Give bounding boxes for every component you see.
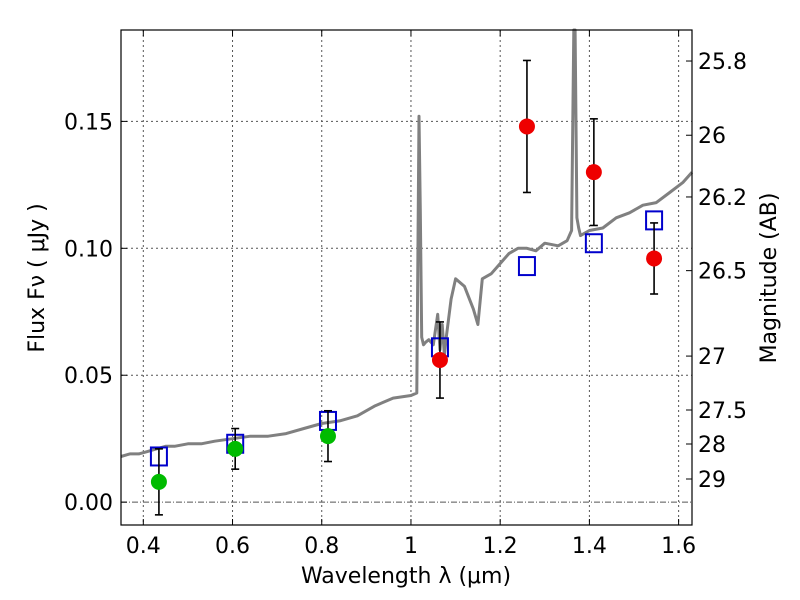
grid-lines [121,30,692,525]
x-tick-label: 0.6 [215,534,250,559]
axis-ticks: 0.4 0.6 0.8 1 1.2 1.4 1.6 0.00 0.05 0.10 0.15 25.8 2… [64,30,747,559]
y-tick-label: 0.15 [64,110,113,135]
y-axis-right-label: Magnitude (AB) [757,193,782,364]
y-tick-label: 0.10 [64,237,113,262]
y-tick-label: 0.00 [64,491,113,516]
data-point [431,352,448,368]
plot-background [121,30,692,525]
data-point [518,118,535,135]
x-tick-label: 1.4 [572,534,607,559]
data-point [319,428,336,445]
data-point [585,164,602,181]
data-point [227,440,244,457]
model-square [584,233,603,254]
right-tick-label: 26.2 [698,186,747,211]
y-axis-label: Flux Fν ( μJy ) [25,203,50,352]
x-tick-label: 1.2 [483,534,518,559]
y-tick-label: 0.05 [64,364,113,389]
data-point [150,473,167,490]
data-marks [149,59,664,516]
data-point [646,250,663,267]
right-tick-label: 28 [698,433,726,458]
right-tick-label: 27.5 [698,399,747,424]
x-tick-label: 1 [404,534,418,559]
x-tick-label: 0.8 [304,534,339,559]
right-tick-label: 29 [698,468,726,493]
model-square [517,256,536,277]
right-tick-label: 27 [698,345,726,370]
right-tick-label: 25.8 [698,50,747,75]
right-tick-label: 26 [698,124,726,149]
x-tick-label: 1.6 [661,534,696,559]
plot-frame [120,29,693,526]
right-tick-label: 26.5 [698,260,747,285]
x-axis-label: Wavelength λ (μm) [301,564,511,589]
x-tick-label: 0.4 [126,534,161,559]
